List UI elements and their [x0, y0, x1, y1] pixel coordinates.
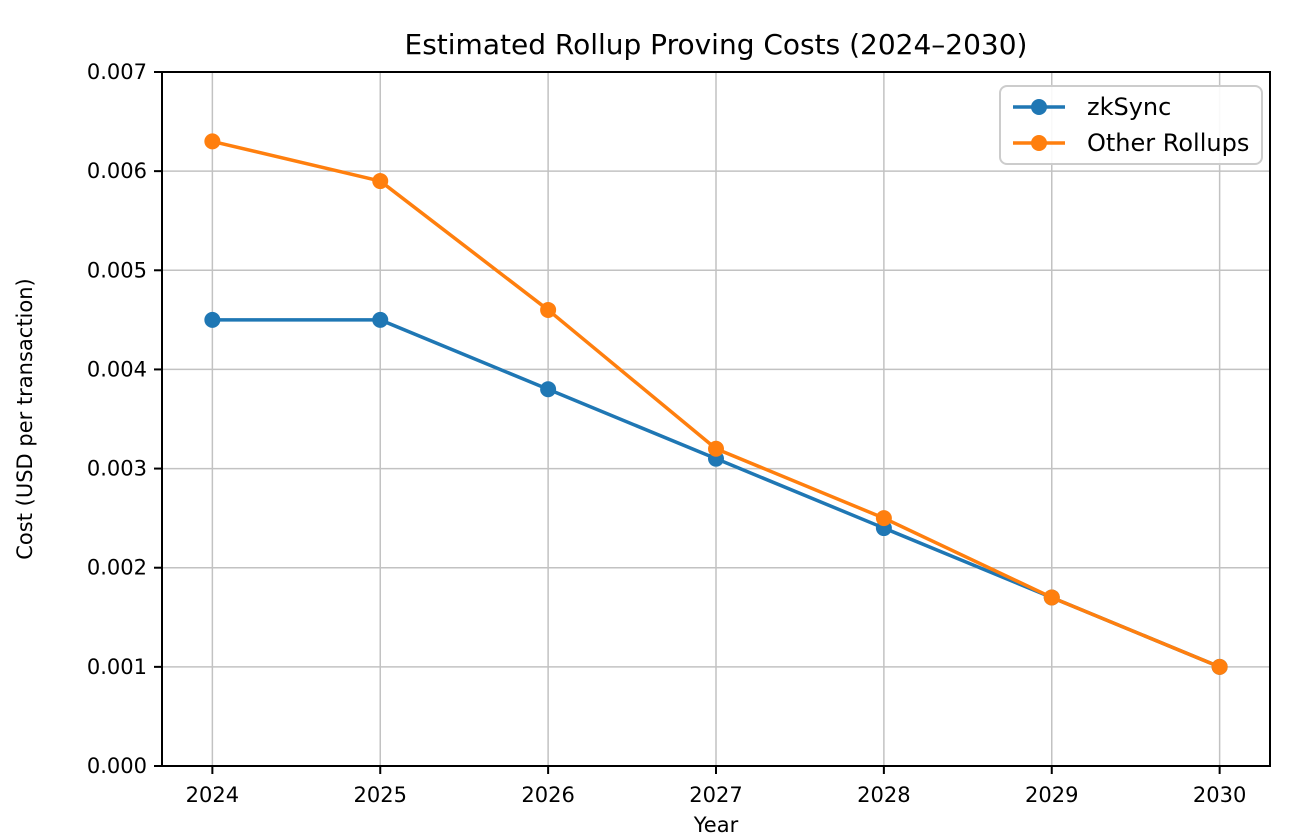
- gridlines: [162, 71, 1270, 767]
- x-tick-label: 2026: [521, 783, 574, 807]
- x-tick-label: 2027: [689, 783, 742, 807]
- y-tick-label: 0.001: [87, 655, 147, 679]
- legend-label-zksync: zkSync: [1087, 92, 1172, 121]
- x-tick-label: 2024: [186, 783, 239, 807]
- y-tick-label: 0.007: [87, 60, 147, 84]
- y-tick-label: 0.006: [87, 159, 147, 183]
- chart-title: Estimated Rollup Proving Costs (2024–203…: [405, 28, 1028, 61]
- x-axis-label: Year: [693, 813, 739, 837]
- data-point-marker: [1211, 658, 1228, 675]
- legend-line-marker-swatch: [1013, 135, 1065, 152]
- y-tick-label: 0.005: [87, 258, 147, 282]
- x-tick-label: 2029: [1025, 783, 1078, 807]
- x-tick-label: 2028: [857, 783, 910, 807]
- y-tick-label: 0.003: [87, 457, 147, 481]
- y-axis-label: Cost (USD per transaction): [13, 278, 37, 559]
- legend: zkSync Other Rollups: [999, 85, 1263, 165]
- legend-item-zksync: zkSync: [1011, 90, 1251, 124]
- data-series: [204, 133, 1228, 675]
- x-tick-label: 2025: [354, 783, 407, 807]
- y-tick-label: 0.004: [87, 357, 147, 381]
- legend-line-marker-swatch: [1013, 98, 1065, 115]
- tick-marks: [154, 71, 1221, 774]
- x-tick-label: 2030: [1193, 783, 1246, 807]
- data-point-marker: [1043, 589, 1060, 606]
- data-point-marker: [204, 311, 221, 328]
- legend-item-other-rollups: Other Rollups: [1011, 126, 1251, 160]
- y-tick-label: 0.000: [87, 754, 147, 778]
- data-point-marker: [540, 381, 557, 398]
- data-point-marker: [204, 133, 221, 150]
- data-point-marker: [875, 510, 892, 527]
- y-tick-label: 0.002: [87, 556, 147, 580]
- legend-label-other-rollups: Other Rollups: [1087, 129, 1250, 158]
- data-point-marker: [540, 301, 557, 318]
- tick-labels: 0.000 0.001 0.002 0.003 0.004 0.005 0.006 0.007…: [87, 60, 1246, 807]
- data-point-marker: [372, 311, 389, 328]
- data-point-marker: [372, 173, 389, 190]
- data-point-marker: [708, 440, 724, 457]
